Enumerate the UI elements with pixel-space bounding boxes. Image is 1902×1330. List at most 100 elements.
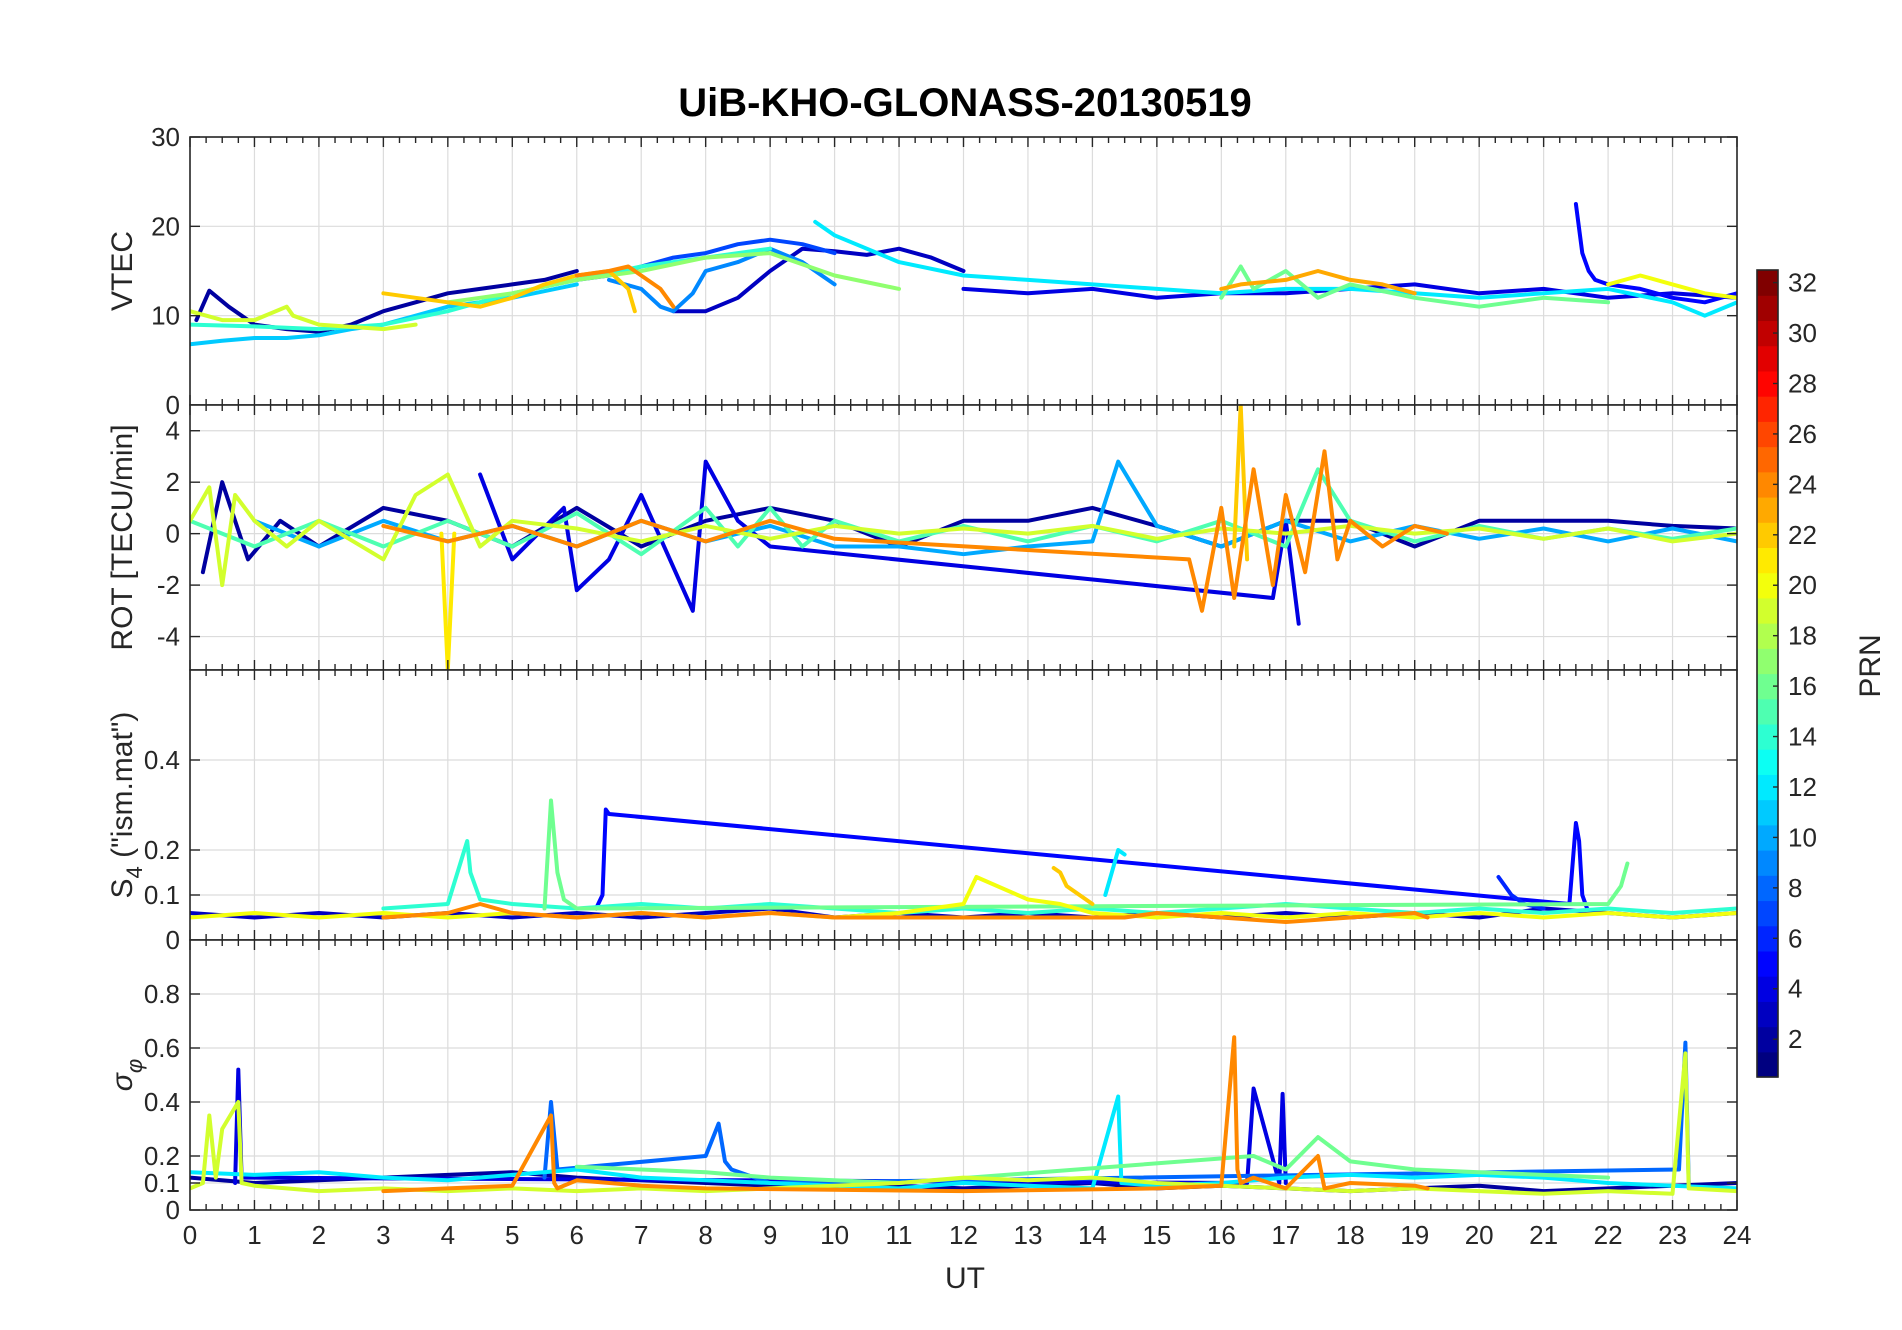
colorbar-segment bbox=[1757, 1051, 1778, 1078]
colorbar-segment bbox=[1757, 522, 1778, 549]
colorbar-tick-label: 14 bbox=[1788, 722, 1817, 752]
y-tick-label: 0 bbox=[166, 925, 180, 955]
colorbar-tick-label: 6 bbox=[1788, 923, 1802, 953]
colorbar-tick-label: 30 bbox=[1788, 318, 1817, 348]
y-axis-label-rot: ROT [TECU/min] bbox=[106, 424, 139, 650]
y-tick-label: 4 bbox=[166, 416, 180, 446]
y-tick-label: 0.2 bbox=[144, 1141, 180, 1171]
colorbar-tick-label: 22 bbox=[1788, 520, 1817, 550]
colorbar-segment bbox=[1757, 345, 1778, 372]
y-axis-label-rest: ("ism.mat") bbox=[106, 712, 139, 867]
x-tick-label: 9 bbox=[763, 1220, 777, 1250]
panel-rot: -4 -2 0 2 4 ROT [TECU/min] bbox=[106, 404, 1738, 671]
x-tick-label: 5 bbox=[505, 1220, 519, 1250]
y-tick-label: 0.1 bbox=[144, 880, 180, 910]
colorbar-tick-label: 20 bbox=[1788, 570, 1817, 600]
y-tick-label: 0.8 bbox=[144, 979, 180, 1009]
series-line-prn-23 bbox=[1219, 269, 1417, 296]
panel-frame bbox=[189, 939, 1738, 1211]
series-line-prn-12 bbox=[190, 1094, 1737, 1191]
y-tick-label: -4 bbox=[157, 622, 180, 652]
x-tick-label: 1 bbox=[247, 1220, 261, 1250]
series-group bbox=[190, 1035, 1737, 1196]
colorbar-tick-label: 10 bbox=[1788, 822, 1817, 852]
colorbar-frame bbox=[1756, 269, 1779, 1078]
x-tick-label: 7 bbox=[634, 1220, 648, 1250]
colorbar-segment bbox=[1757, 824, 1778, 851]
series-line-prn-24 bbox=[381, 1035, 1430, 1194]
series-line-prn-16 bbox=[542, 798, 1630, 911]
series-line-prn-22 bbox=[1051, 866, 1095, 906]
x-tick-label: 19 bbox=[1400, 1220, 1429, 1250]
series-line-prn-19 bbox=[190, 304, 418, 332]
y-tick-label: 0.4 bbox=[144, 745, 180, 775]
series-line-prn-12 bbox=[1103, 848, 1127, 897]
colorbar-segment bbox=[1757, 396, 1778, 422]
y-tick-label: 0 bbox=[166, 390, 180, 420]
chart-title: UiB-KHO-GLONASS-20130519 bbox=[678, 81, 1252, 125]
y-axis-label-s4: S4 ("ism.mat") bbox=[106, 712, 147, 899]
y-axis-label-sub: φ bbox=[122, 1059, 147, 1073]
x-tick-label: 4 bbox=[441, 1220, 455, 1250]
colorbar-segment bbox=[1757, 976, 1778, 1002]
colorbar-segment bbox=[1757, 723, 1778, 750]
series-line-prn-24 bbox=[381, 449, 1449, 613]
x-tick-label: 22 bbox=[1594, 1220, 1623, 1250]
colorbar-tick-label: 26 bbox=[1788, 419, 1817, 449]
colorbar-tick-label: 4 bbox=[1788, 974, 1802, 1004]
colorbar-segment bbox=[1757, 749, 1778, 775]
colorbar-label: PRN bbox=[1854, 634, 1887, 697]
x-tick-label: 0 bbox=[183, 1220, 197, 1250]
colorbar-segment bbox=[1757, 900, 1778, 927]
colorbar-segment bbox=[1757, 597, 1778, 624]
colorbar-segment bbox=[1757, 320, 1778, 347]
series-line-prn-16 bbox=[1219, 264, 1611, 309]
colorbar-segment bbox=[1757, 572, 1778, 599]
x-axis-label: UT bbox=[945, 1262, 985, 1295]
x-tick-label: 10 bbox=[820, 1220, 849, 1250]
series-line-prn-8 bbox=[542, 1040, 1691, 1185]
colorbar-segment bbox=[1757, 673, 1778, 700]
colorbar-segment bbox=[1757, 1026, 1778, 1053]
series-line-prn-20 bbox=[190, 875, 1737, 920]
series-line-prn-17 bbox=[445, 251, 901, 305]
x-tick-label: 13 bbox=[1013, 1220, 1042, 1250]
y-axis-label-main: σ bbox=[106, 1071, 139, 1091]
colorbar-segment bbox=[1757, 698, 1778, 725]
series-line-prn-24 bbox=[574, 264, 676, 309]
series-group bbox=[190, 202, 1737, 347]
y-axis-label-vtec: VTEC bbox=[106, 231, 139, 311]
x-tick-label: 18 bbox=[1336, 1220, 1365, 1250]
colorbar-segment bbox=[1757, 496, 1778, 523]
colorbar-segment bbox=[1757, 446, 1778, 473]
x-tick-label: 16 bbox=[1207, 1220, 1236, 1250]
x-tick-label: 20 bbox=[1465, 1220, 1494, 1250]
y-tick-label: 0.4 bbox=[144, 1087, 180, 1117]
x-tick-label: 2 bbox=[312, 1220, 326, 1250]
colorbar-segment bbox=[1757, 471, 1778, 498]
x-tick-label: 24 bbox=[1723, 1220, 1752, 1250]
colorbar-tick-label: 2 bbox=[1788, 1024, 1802, 1054]
colorbar-segment bbox=[1757, 925, 1778, 952]
x-tick-label: 21 bbox=[1529, 1220, 1558, 1250]
y-tick-label: -2 bbox=[157, 570, 180, 600]
colorbar-segment bbox=[1757, 370, 1778, 397]
colorbar-segment bbox=[1757, 270, 1778, 296]
colorbar-tick-label: 32 bbox=[1788, 268, 1817, 298]
x-tick-label: 11 bbox=[886, 1220, 913, 1250]
colorbar-segment bbox=[1757, 648, 1778, 675]
x-tick-label: 15 bbox=[1142, 1220, 1171, 1250]
colorbar-tick-label: 16 bbox=[1788, 671, 1817, 701]
series-line-prn-2 bbox=[190, 1170, 1737, 1194]
y-tick-label: 10 bbox=[151, 301, 180, 331]
y-tick-label: 0 bbox=[166, 1195, 180, 1225]
y-axis-label-sub: 4 bbox=[122, 866, 147, 878]
x-tick-label: 14 bbox=[1078, 1220, 1107, 1250]
x-tick-label: 12 bbox=[949, 1220, 978, 1250]
y-tick-label: 0 bbox=[166, 519, 180, 549]
series-line-prn-20 bbox=[1606, 273, 1737, 300]
panel-vtec: 0 10 20 30 VTEC bbox=[106, 122, 1738, 420]
